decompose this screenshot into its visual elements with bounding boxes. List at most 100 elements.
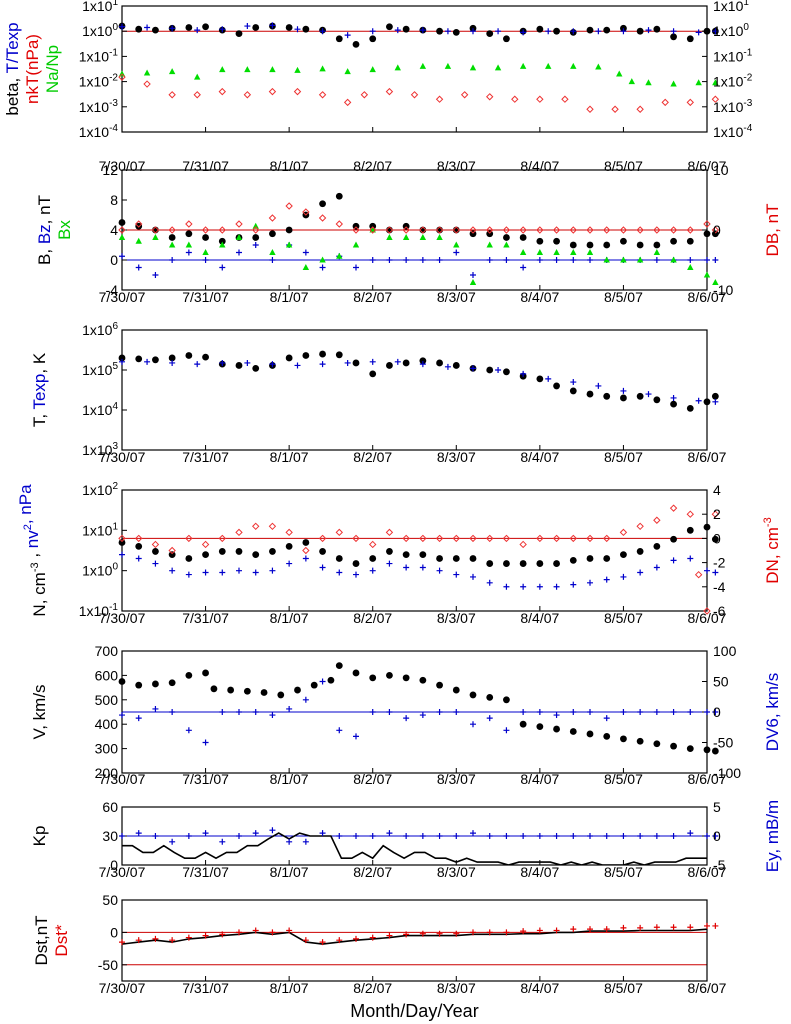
- y-tick-label-T-3: 1x106: [82, 321, 118, 338]
- point-Dst-1-25: [536, 927, 543, 934]
- point-N-2-37: [711, 510, 720, 518]
- point-N-2-25: [536, 534, 544, 543]
- x-tick-label-Dst-5: 8/4/07: [520, 980, 559, 996]
- point-Kp-1-13: [336, 833, 343, 839]
- point-T-1-11: [394, 358, 401, 365]
- x-tick-label-B-5: 8/4/07: [520, 289, 559, 305]
- series-line-Kp-0: [122, 832, 707, 865]
- x-tick-label-T-2: 8/1/07: [270, 449, 309, 465]
- point-beta-1-20: [620, 28, 627, 35]
- point-N-0-24: [519, 560, 527, 567]
- point-T-0-15: [369, 370, 377, 378]
- point-V-1-10: [286, 705, 293, 712]
- point-beta-0-8: [252, 24, 260, 31]
- point-beta-3-8: [318, 91, 327, 99]
- point-B-0-30: [620, 237, 627, 245]
- x-tick-label-B-4: 8/3/07: [437, 289, 476, 305]
- point-V-0-37: [711, 747, 719, 755]
- point-B-1-28: [587, 257, 593, 263]
- point-beta-2-4: [219, 66, 226, 73]
- point-N-2-26: [552, 534, 561, 543]
- point-Dst-1-1: [135, 937, 142, 944]
- point-V-0-32: [636, 737, 644, 745]
- point-T-0-14: [352, 359, 360, 367]
- point-Kp-1-22: [486, 833, 493, 839]
- x-tick-label-V-4: 8/3/07: [437, 771, 476, 787]
- x-tick-label-beta-2: 8/1/07: [270, 158, 309, 174]
- point-B-2-29: [603, 256, 610, 263]
- point-B-0-5: [202, 234, 209, 241]
- point-N-1-27: [570, 581, 577, 588]
- point-N-0-29: [603, 555, 611, 562]
- point-B-0-34: [686, 237, 694, 245]
- x-tick-label-V-5: 8/4/07: [520, 771, 559, 787]
- point-beta-1-16: [520, 29, 527, 36]
- point-N-2-33: [669, 504, 678, 512]
- point-T-1-2: [169, 359, 176, 366]
- point-B-1-27: [570, 257, 577, 263]
- point-Kp-1-34: [687, 830, 694, 837]
- plot-frame-N: [121, 489, 708, 612]
- point-Dst-1-12: [319, 939, 326, 946]
- point-Kp-1-11: [302, 838, 309, 845]
- point-Kp-1-6: [219, 838, 226, 845]
- point-N-0-21: [469, 555, 477, 562]
- point-B-1-18: [419, 257, 426, 263]
- point-N-2-34: [686, 510, 694, 518]
- point-beta-3-18: [561, 95, 569, 103]
- point-beta-3-23: [686, 98, 694, 107]
- point-T-0-20: [452, 362, 460, 369]
- point-B-0-4: [185, 230, 193, 238]
- point-N-1-21: [470, 573, 476, 580]
- y-axis-label-Dst-0: Dst,nT: [32, 915, 51, 965]
- point-N-0-2: [152, 548, 159, 555]
- point-B-1-20: [453, 249, 460, 256]
- point-N-1-11: [302, 555, 309, 562]
- point-N-1-2: [152, 560, 159, 567]
- x-tick-label-N-6: 8/5/07: [604, 610, 643, 626]
- point-B-1-9: [269, 257, 276, 263]
- point-V-1-15: [369, 709, 376, 715]
- point-beta-0-33: [670, 33, 677, 41]
- point-V-1-26: [553, 712, 560, 719]
- point-beta-3-6: [268, 87, 277, 96]
- x-tick-label-B-7: 8/6/07: [688, 289, 727, 305]
- point-V-1-13: [336, 727, 343, 734]
- point-B-2-30: [620, 256, 627, 263]
- point-N-0-8: [252, 551, 260, 559]
- point-V-0-36: [703, 746, 711, 754]
- point-Dst-1-18: [419, 930, 426, 937]
- point-Kp-1-4: [185, 833, 192, 839]
- point-N-2-7: [235, 528, 243, 537]
- point-B-0-10: [285, 226, 293, 234]
- point-N-0-1: [135, 542, 143, 550]
- point-V-0-1: [135, 681, 143, 689]
- point-Dst-1-9: [269, 929, 276, 936]
- right-tick-label-beta-3: 1x10-1: [713, 47, 753, 64]
- point-B-3-26: [552, 226, 561, 234]
- point-T-1-15: [495, 367, 502, 373]
- y-tick-label-V-2: 400: [95, 716, 119, 732]
- x-tick-label-T-7: 8/6/07: [688, 449, 727, 465]
- point-B-3-29: [603, 226, 611, 234]
- point-beta-3-14: [460, 91, 469, 99]
- x-tick-label-beta-1: 7/31/07: [182, 158, 229, 174]
- x-tick-label-B-1: 7/31/07: [182, 289, 229, 305]
- point-T-1-12: [419, 361, 426, 368]
- point-B-0-6: [218, 237, 226, 245]
- point-T-1-9: [344, 359, 351, 366]
- point-B-2-16: [386, 234, 393, 240]
- point-T-1-10: [369, 358, 376, 365]
- y-axis-label-Kp-0: Kp: [30, 826, 49, 847]
- point-Kp-1-31: [637, 833, 644, 839]
- point-N-2-22: [486, 534, 494, 543]
- point-beta-2-15: [494, 64, 502, 71]
- point-beta-3-9: [343, 98, 352, 107]
- point-V-1-3: [169, 709, 176, 715]
- point-V-0-10: [277, 691, 285, 699]
- point-N-2-16: [385, 528, 394, 537]
- point-B-2-25: [536, 249, 544, 255]
- point-beta-0-10: [285, 24, 293, 31]
- point-B-2-0: [118, 234, 126, 240]
